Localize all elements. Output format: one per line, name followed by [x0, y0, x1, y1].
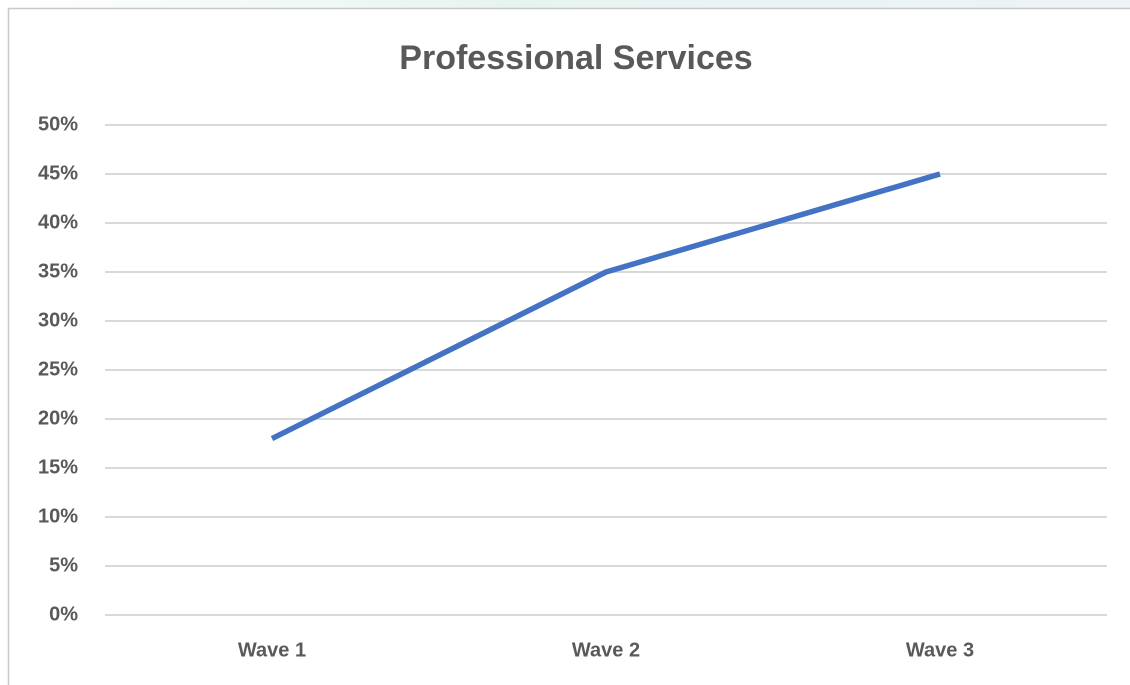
x-tick-label: Wave 3: [906, 639, 974, 661]
y-tick-label: 15%: [38, 456, 78, 478]
y-tick-label: 10%: [38, 505, 78, 527]
y-tick-label: 0%: [49, 603, 78, 625]
x-tick-label: Wave 1: [238, 639, 306, 661]
y-tick-label: 30%: [38, 309, 78, 331]
top-band: [0, 0, 1130, 8]
y-tick-label: 5%: [49, 554, 78, 576]
y-tick-label: 25%: [38, 358, 78, 380]
x-tick-label: Wave 2: [572, 639, 640, 661]
y-tick-label: 40%: [38, 211, 78, 233]
chart-title: Professional Services: [399, 39, 752, 77]
data-line: [270, 171, 941, 442]
y-tick-label: 50%: [38, 113, 78, 135]
y-tick-label: 45%: [38, 162, 78, 184]
y-tick-label: 35%: [38, 260, 78, 282]
chart-frame: [7, 7, 1130, 685]
y-tick-label: 20%: [38, 407, 78, 429]
